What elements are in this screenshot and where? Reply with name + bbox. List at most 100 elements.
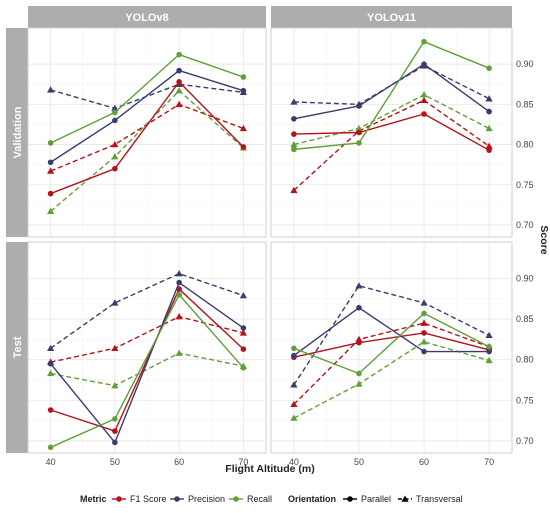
data-point-yolov8-test-f1-score-parallel-70 — [240, 346, 247, 352]
y-tick-label-validation-2: 0.80 — [516, 140, 534, 150]
data-point-yolov11-test-recall-parallel-70 — [486, 343, 492, 350]
legend-key-precision-marker — [174, 496, 180, 502]
legend: Metric F1 Score Precision Recall Orienta… — [80, 494, 463, 504]
legend-title-metric: Metric — [80, 494, 107, 504]
x-tick-label-yolov8-2: 60 — [174, 457, 184, 467]
legend-key-recall-marker — [233, 496, 239, 502]
x-tick-label-yolov11-2: 60 — [419, 457, 429, 467]
legend-label-f1-score: F1 Score — [130, 494, 167, 504]
data-point-yolov8-validation-precision-transversal-40 — [47, 86, 55, 93]
y-tick-label-validation-3: 0.85 — [516, 99, 534, 109]
series-line-yolov8-test-f1-score-parallel — [50, 288, 244, 432]
series-line-yolov8-test-recall-parallel — [50, 294, 244, 448]
data-point-yolov8-validation-f1-score-parallel-60 — [176, 79, 182, 85]
data-point-yolov11-test-precision-transversal-40 — [290, 381, 298, 388]
data-point-yolov8-validation-precision-parallel-70 — [240, 87, 247, 94]
column-strip-yolov11 — [271, 6, 512, 28]
series-line-yolov11-validation-precision-parallel — [293, 63, 490, 120]
data-point-yolov8-validation-f1-score-transversal-70 — [239, 124, 247, 132]
data-point-yolov8-validation-recall-parallel-50 — [112, 109, 118, 116]
column-strip-label-yolov11: YOLOv11 — [367, 12, 416, 24]
data-point-yolov8-test-recall-parallel-70 — [240, 364, 247, 371]
series-line-yolov11-validation-precision-transversal — [293, 65, 490, 106]
data-point-yolov11-validation-recall-parallel-60 — [421, 38, 427, 45]
data-point-yolov8-validation-precision-parallel-40 — [47, 159, 54, 166]
column-strip-yolov8 — [28, 6, 266, 28]
data-point-yolov8-validation-recall-transversal-60 — [175, 87, 183, 94]
data-point-yolov11-validation-precision-transversal-40 — [290, 98, 298, 105]
data-point-yolov8-test-precision-parallel-60 — [176, 279, 182, 286]
data-point-yolov11-test-precision-parallel-50 — [356, 304, 362, 311]
data-point-yolov8-validation-precision-parallel-50 — [112, 117, 118, 124]
y-tick-label-test-2: 0.80 — [516, 355, 534, 365]
series-line-yolov8-validation-precision-transversal — [50, 83, 244, 110]
x-tick-label-yolov11-0: 40 — [289, 457, 299, 467]
data-point-yolov11-test-recall-transversal-40 — [290, 414, 298, 421]
y-tick-label-validation-4: 0.90 — [516, 59, 534, 69]
data-point-yolov8-test-recall-transversal-40 — [47, 369, 55, 377]
series-line-yolov8-validation-recall-parallel — [50, 53, 244, 144]
data-point-yolov11-test-recall-parallel-50 — [356, 370, 362, 377]
x-tick-label-yolov8-1: 50 — [110, 457, 120, 467]
series-line-yolov8-validation-precision-parallel — [50, 69, 244, 163]
data-point-yolov11-test-precision-parallel-70 — [486, 348, 492, 355]
data-point-yolov8-test-f1-score-transversal-70 — [239, 329, 247, 336]
data-point-yolov11-test-f1-score-transversal-40 — [290, 400, 298, 408]
column-strip-label-yolov8: YOLOv8 — [125, 12, 168, 24]
series-line-yolov11-validation-recall-parallel — [293, 40, 490, 151]
data-point-yolov11-test-precision-transversal-70 — [485, 331, 493, 339]
data-point-yolov8-test-precision-parallel-50 — [112, 439, 118, 446]
data-point-yolov11-validation-precision-parallel-50 — [356, 103, 362, 109]
row-strip-validation — [6, 28, 28, 237]
data-point-yolov11-test-recall-parallel-40 — [291, 345, 297, 352]
data-point-yolov11-validation-recall-transversal-50 — [355, 124, 363, 132]
data-point-yolov11-validation-recall-parallel-50 — [356, 140, 362, 146]
data-point-yolov11-validation-recall-parallel-70 — [486, 65, 492, 71]
legend-label-precision: Precision — [188, 494, 225, 504]
data-point-yolov11-validation-f1-score-transversal-60 — [420, 96, 428, 104]
data-point-yolov11-test-precision-parallel-40 — [291, 352, 297, 359]
data-point-yolov8-test-recall-parallel-60 — [176, 291, 182, 298]
y-tick-label-test-3: 0.85 — [516, 314, 534, 324]
x-tick-label-yolov11-3: 70 — [484, 457, 494, 467]
data-point-yolov8-validation-f1-score-parallel-70 — [240, 144, 247, 150]
series-line-yolov8-test-recall-transversal — [50, 352, 244, 387]
data-point-yolov8-validation-precision-transversal-50 — [111, 104, 119, 112]
legend-label-recall: Recall — [247, 494, 272, 504]
series-line-yolov11-validation-recall-transversal — [293, 94, 490, 146]
series-line-yolov11-test-precision-transversal — [293, 285, 490, 386]
data-point-yolov11-validation-precision-parallel-70 — [486, 108, 492, 115]
tick-label-layer: 0.70 0.75 0.80 0.85 0.90 0.70 0.75 0.80 0.85 0.90… — [46, 59, 534, 467]
series-line-yolov8-validation-f1-score-parallel — [50, 81, 244, 195]
data-point-yolov11-test-recall-transversal-70 — [485, 356, 493, 364]
data-point-yolov8-validation-f1-score-transversal-60 — [175, 100, 183, 108]
series-line-yolov11-test-f1-score-parallel — [293, 332, 490, 358]
x-tick-label-yolov11-1: 50 — [354, 457, 364, 467]
data-point-yolov11-validation-recall-transversal-70 — [485, 124, 493, 132]
data-point-yolov8-test-recall-parallel-40 — [47, 444, 54, 451]
data-point-yolov8-test-f1-score-parallel-40 — [47, 407, 54, 413]
y-tick-label-validation-1: 0.75 — [516, 180, 534, 190]
row-strip-label-validation: Validation — [12, 106, 24, 158]
series-line-yolov11-test-recall-parallel — [293, 312, 490, 375]
data-point-yolov8-test-f1-score-parallel-50 — [112, 428, 118, 434]
data-point-yolov11-test-f1-score-transversal-60 — [420, 319, 428, 326]
data-point-yolov8-validation-recall-parallel-40 — [47, 140, 54, 146]
legend-key-parallel-marker — [347, 496, 353, 502]
series-layer — [47, 38, 493, 451]
data-point-yolov8-validation-recall-transversal-40 — [47, 207, 55, 214]
data-point-yolov11-test-recall-transversal-50 — [355, 380, 363, 387]
series-line-yolov11-test-precision-parallel — [293, 307, 490, 357]
legend-key-f1-marker — [116, 496, 122, 502]
data-point-yolov8-test-f1-score-transversal-60 — [175, 313, 183, 320]
data-point-yolov8-validation-f1-score-transversal-50 — [111, 140, 119, 148]
data-point-yolov11-validation-f1-score-parallel-70 — [486, 147, 492, 153]
row-strip-test — [6, 242, 28, 453]
data-point-yolov11-validation-precision-parallel-40 — [291, 116, 297, 122]
data-point-yolov11-test-precision-transversal-60 — [420, 299, 428, 306]
legend-key-transversal-marker — [401, 495, 409, 502]
data-point-yolov11-validation-precision-transversal-70 — [485, 95, 493, 102]
data-point-yolov11-validation-recall-transversal-60 — [420, 91, 428, 98]
data-point-yolov8-test-precision-transversal-50 — [111, 299, 119, 306]
